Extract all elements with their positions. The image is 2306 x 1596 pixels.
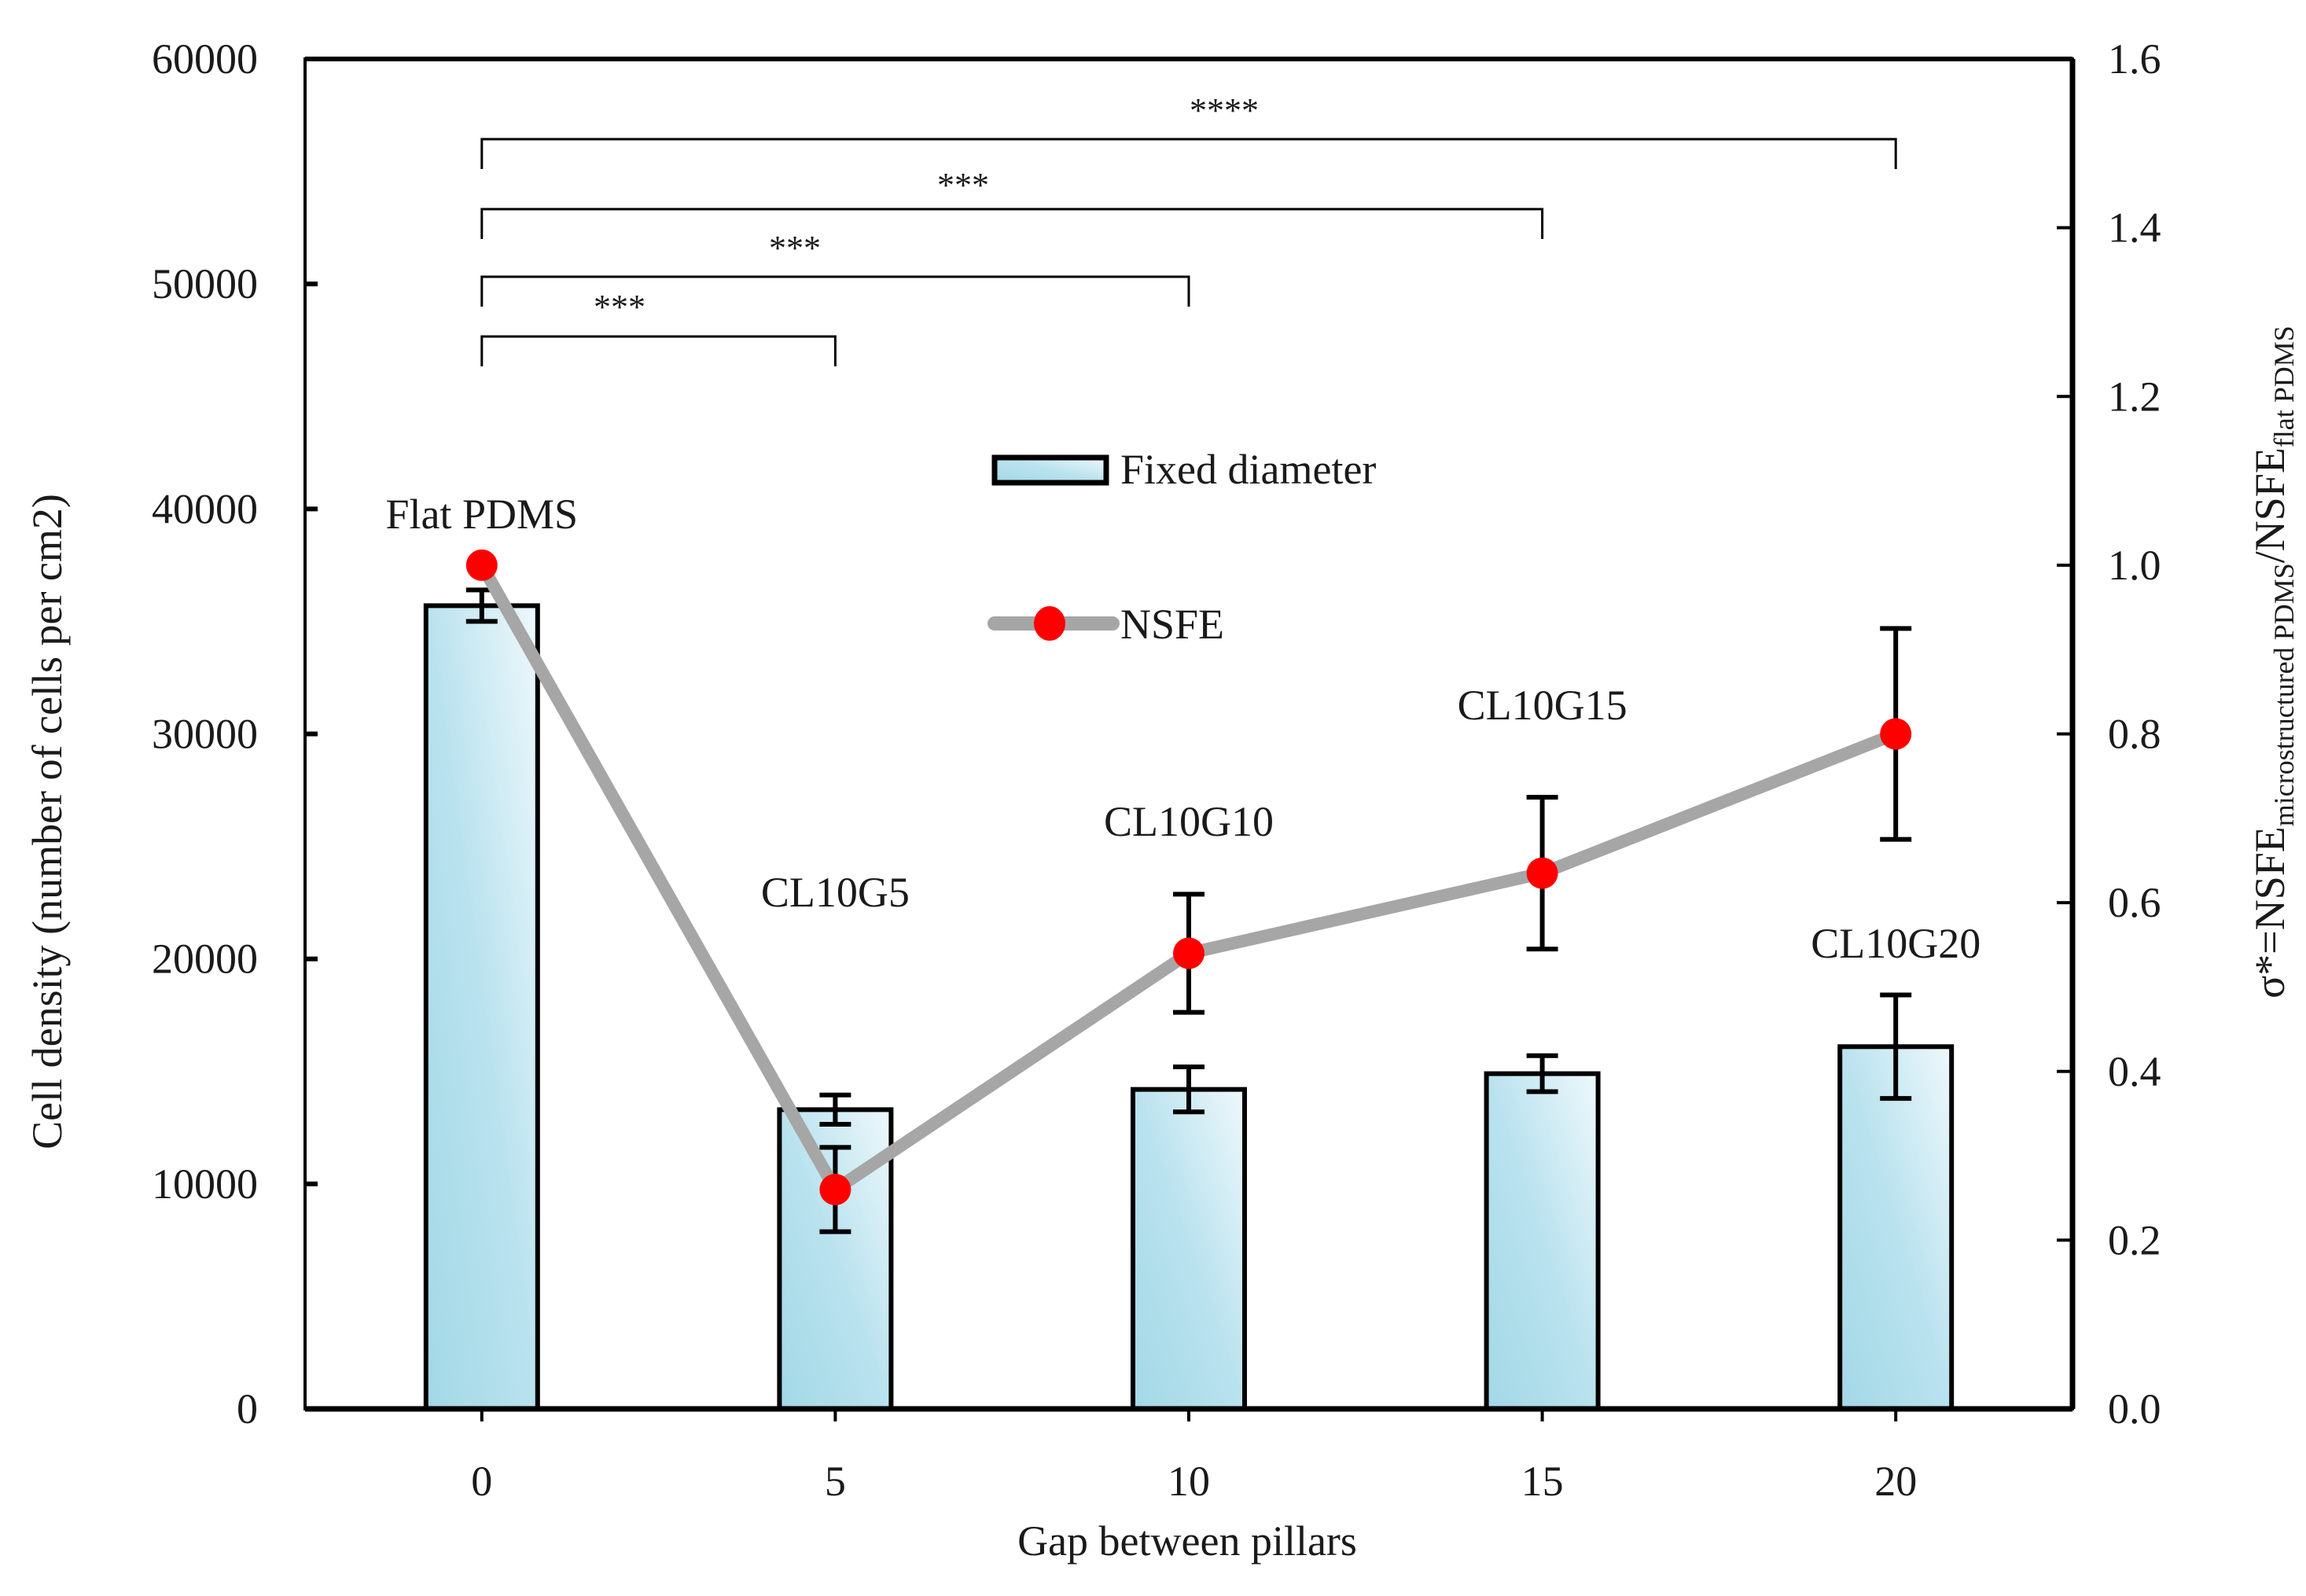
y2-title-mid: /NSFE	[2246, 447, 2293, 563]
y-tick-label: 50000	[152, 260, 258, 307]
nsfe-line-series	[465, 549, 1912, 1234]
bar	[1131, 1087, 1247, 1411]
bar-annotations: Flat PDMS CL10G5 CL10G10 CL10G15 CL10G20	[386, 491, 1981, 967]
bar	[1837, 1044, 1955, 1411]
bar-annotation: CL10G10	[1104, 798, 1274, 845]
bar-annotation: CL10G5	[761, 869, 910, 916]
bar-series	[423, 587, 1955, 1412]
significance-bracket	[480, 208, 1544, 239]
y2-tick-label: 0.2	[2108, 1216, 2161, 1263]
y2-axis-title: σ*=NSFEmicrostructured PDMS/NSFEflat PDM…	[2246, 325, 2300, 998]
x-tick-label: 10	[1168, 1458, 1210, 1505]
significance-bracket	[480, 275, 1190, 307]
nsfe-marker	[465, 549, 498, 581]
y-tick-label: 0	[237, 1385, 258, 1432]
x-tick-label: 0	[471, 1458, 492, 1505]
nsfe-marker	[1173, 937, 1204, 969]
significance-label: ***	[937, 166, 989, 204]
y2-tick-label: 0.8	[2108, 711, 2161, 758]
y-tick-label: 30000	[152, 711, 258, 758]
y-tick-label: 20000	[152, 936, 258, 983]
significance-brackets: *************	[480, 91, 1897, 366]
nsfe-marker	[1526, 857, 1558, 889]
nsfe-marker	[1880, 718, 1912, 750]
y2-tick-label: 1.4	[2108, 204, 2161, 252]
bar	[423, 603, 540, 1411]
significance-label: ***	[769, 229, 821, 267]
axes: 0 10000 20000 30000 40000 50000 60000 0.0 0.2 0.4…	[152, 35, 2161, 1505]
y-tick-label: 10000	[152, 1160, 258, 1208]
y-tick-label: 40000	[152, 485, 258, 532]
y2-title-sub2: flat PDMS	[2268, 325, 2300, 447]
y-axis-title: Cell density (number of cells per cm2)	[24, 494, 71, 1149]
bar-annotation: Flat PDMS	[386, 491, 579, 538]
x-tick-label: 15	[1521, 1458, 1564, 1505]
y2-tick-label: 1.2	[2108, 373, 2161, 420]
bar-annotation: CL10G20	[1811, 920, 1981, 967]
x-tick-label: 20	[1874, 1458, 1917, 1505]
legend-bar-label: Fixed diameter	[1120, 446, 1376, 493]
y2-tick-label: 0.6	[2108, 879, 2161, 926]
y2-tick-label: 0.0	[2108, 1385, 2161, 1432]
y2-tick-label: 1.0	[2108, 542, 2161, 589]
y2-tick-label: 0.4	[2108, 1048, 2161, 1095]
significance-bracket	[480, 335, 837, 366]
y2-title-prefix: σ*=NSFE	[2246, 826, 2293, 998]
bar-annotation: CL10G15	[1458, 682, 1627, 729]
significance-label: ****	[1190, 91, 1259, 130]
x-tick-label: 5	[825, 1458, 846, 1505]
nsfe-marker	[819, 1173, 851, 1205]
x-axis-title: Gap between pillars	[1017, 1517, 1357, 1565]
legend-line-label: NSFE	[1120, 601, 1224, 648]
significance-bracket	[480, 138, 1897, 169]
y2-tick-label: 1.6	[2108, 35, 2161, 83]
legend-bar-swatch	[991, 454, 1109, 486]
y2-title-sub1: microstructured PDMS	[2268, 563, 2300, 826]
legend: Fixed diameter NSFE	[987, 446, 1376, 648]
bar	[1484, 1071, 1601, 1412]
y-tick-label: 60000	[152, 35, 258, 83]
significance-label: ***	[594, 288, 645, 326]
legend-marker-swatch	[1034, 606, 1065, 641]
